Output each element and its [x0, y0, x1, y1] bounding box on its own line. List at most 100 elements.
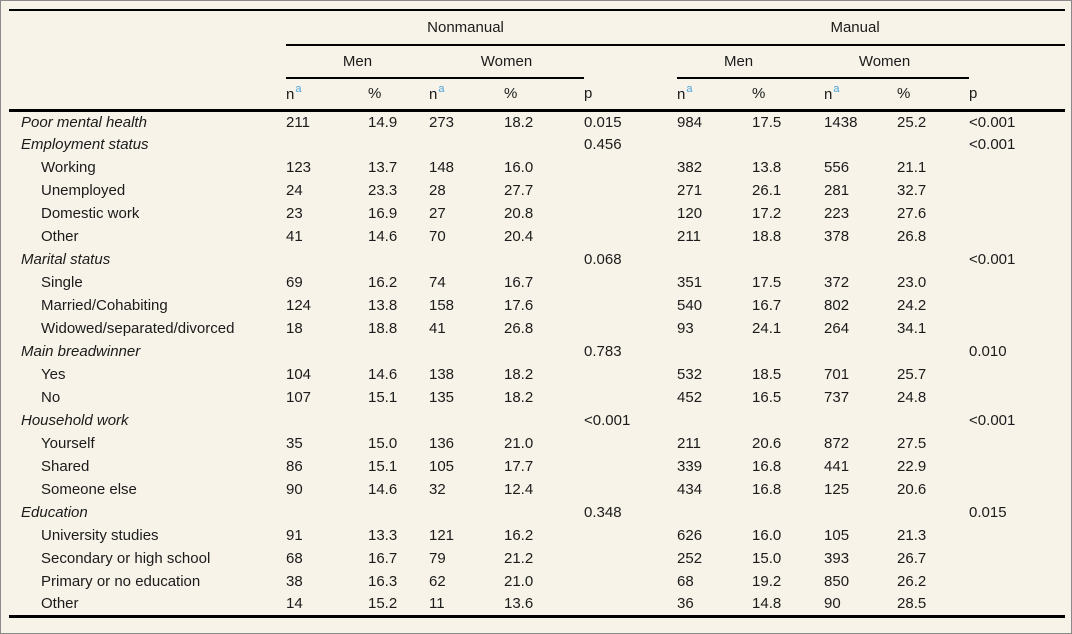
table-cell: 16.0 — [504, 159, 534, 176]
table-cell: 14.6 — [368, 481, 398, 498]
table-row: Shared 86 15.1 105 17.7 339 16.8 441 22.9 — [9, 455, 1065, 478]
table-cell: 21.3 — [897, 527, 927, 544]
table-row: Yourself 35 15.0 136 21.0 211 20.6 872 27.5 — [9, 432, 1065, 455]
table-cell: 15.2 — [368, 595, 398, 613]
table-cell: 22.9 — [897, 458, 927, 475]
table-cell — [286, 409, 368, 432]
table-cell: 125 — [824, 481, 850, 498]
table-cell: 14.6 — [368, 366, 398, 383]
row-label: Household work — [21, 412, 129, 429]
table-cell: 21.0 — [504, 573, 534, 590]
table-cell: 0.015 — [584, 113, 622, 131]
table-cell: 18.2 — [504, 389, 534, 406]
col-header-p: p — [584, 78, 678, 112]
table-cell — [584, 179, 677, 202]
table-cell: 135 — [429, 389, 455, 406]
table-cell: 91 — [286, 527, 303, 544]
table-cell: <0.001 — [969, 251, 1016, 268]
row-label: Yourself — [41, 435, 95, 452]
table-cell: 38 — [286, 573, 303, 590]
table-cell — [969, 455, 1065, 478]
table-cell: 16.2 — [368, 274, 398, 291]
table-cell: 14.8 — [752, 595, 782, 613]
table-cell: 339 — [677, 458, 703, 475]
table-cell — [584, 294, 677, 317]
table-cell — [368, 501, 429, 524]
table-cell: 24.2 — [897, 297, 927, 314]
table-cell: 34.1 — [897, 320, 927, 337]
table-cell — [429, 501, 504, 524]
table-cell: 872 — [824, 435, 850, 452]
table-cell: 27.7 — [504, 182, 534, 199]
table-cell: 17.2 — [752, 205, 782, 222]
table-cell: 0.348 — [584, 504, 622, 521]
table-cell: 13.6 — [504, 595, 534, 613]
table-row: University studies 91 13.3 121 16.2 626 16.0 10… — [9, 524, 1065, 547]
table-cell: 21.2 — [504, 550, 534, 567]
group-header-manual: Manual — [677, 10, 1066, 46]
table-cell: 17.5 — [752, 274, 782, 291]
row-label: Other — [41, 595, 79, 613]
table-cell — [897, 501, 969, 524]
table-cell: 123 — [286, 159, 312, 176]
table-row: Someone else 90 14.6 32 12.4 434 16.8 125 20.6 — [9, 478, 1065, 501]
table-cell — [752, 133, 824, 156]
table-cell: 15.0 — [368, 435, 398, 452]
corner-cell — [9, 10, 286, 45]
table-cell — [368, 340, 429, 363]
row-label: Education — [21, 504, 88, 521]
table-row: Single 69 16.2 74 16.7 351 17.5 372 23.0 — [9, 271, 1065, 294]
row-label: University studies — [41, 527, 159, 544]
table-cell: 15.1 — [368, 458, 398, 475]
table-cell: 0.015 — [969, 504, 1007, 521]
group-header-nonmanual: Nonmanual — [286, 10, 678, 46]
table-cell: 62 — [429, 573, 446, 590]
table-cell — [677, 133, 752, 156]
table-row: Yes 104 14.6 138 18.2 532 18.5 701 25.7 — [9, 363, 1065, 386]
table-cell — [969, 179, 1065, 202]
table-cell: 36 — [677, 595, 694, 613]
table-cell — [969, 478, 1065, 501]
table-cell: 273 — [429, 113, 455, 131]
table-cell: 138 — [429, 366, 455, 383]
table-cell: 17.5 — [752, 113, 782, 131]
table-cell — [969, 225, 1065, 248]
table-cell: 68 — [677, 573, 694, 590]
table-cell: 13.3 — [368, 527, 398, 544]
table-cell: 1438 — [824, 113, 858, 131]
spacer-cell — [969, 45, 1065, 78]
table-cell: 441 — [824, 458, 850, 475]
table-cell: 90 — [824, 595, 841, 613]
col-header-pct: % — [504, 78, 584, 112]
table-cell: 27.5 — [897, 435, 927, 452]
table-row: Domestic work 23 16.9 27 20.8 120 17.2 223 27.6 — [9, 202, 1065, 225]
row-label: Main breadwinner — [21, 343, 141, 360]
table-cell: <0.001 — [969, 113, 1016, 131]
table-cell: 20.6 — [897, 481, 927, 498]
footnote-marker: a — [833, 83, 840, 96]
table-cell: 626 — [677, 527, 703, 544]
table-cell — [584, 547, 677, 570]
table-cell: 25.2 — [897, 113, 927, 131]
table-cell: 15.0 — [752, 550, 782, 567]
table-cell: 27.6 — [897, 205, 927, 222]
table-cell: 21.1 — [897, 159, 927, 176]
table-cell: 382 — [677, 159, 703, 176]
table-cell: 20.6 — [752, 435, 782, 452]
table-cell: 223 — [824, 205, 850, 222]
table-cell: 540 — [677, 297, 703, 314]
table-cell — [429, 133, 504, 156]
table-cell — [824, 501, 897, 524]
table-row: Employment status 0.456 <0.001 — [9, 133, 1065, 156]
table-cell — [286, 501, 368, 524]
table-cell — [584, 156, 677, 179]
row-label: Secondary or high school — [41, 550, 211, 567]
col-header-n: na — [429, 78, 504, 112]
table-cell: 41 — [286, 228, 303, 245]
table-cell — [368, 133, 429, 156]
table-cell: 16.3 — [368, 573, 398, 590]
table-row: Married/Cohabiting 124 13.8 158 17.6 540 16.7 8… — [9, 294, 1065, 317]
table-cell — [752, 409, 824, 432]
table-cell — [584, 524, 677, 547]
